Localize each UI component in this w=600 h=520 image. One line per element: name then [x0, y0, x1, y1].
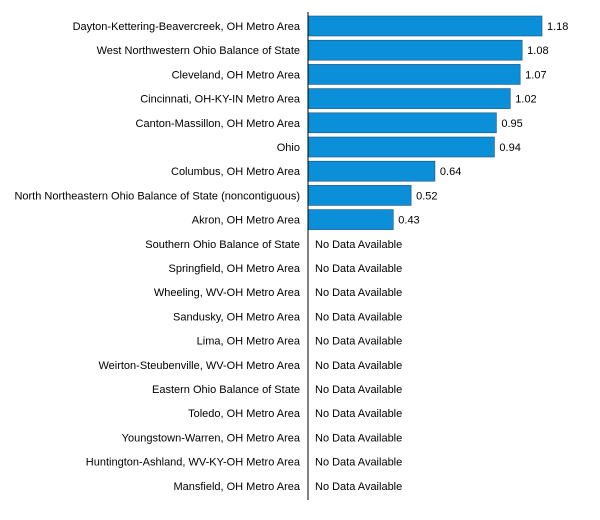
value-label: 1.07	[525, 69, 546, 81]
category-label: Canton-Massillon, OH Metro Area	[136, 118, 301, 130]
category-label: Youngstown-Warren, OH Metro Area	[122, 432, 301, 444]
no-data-label: No Data Available	[315, 336, 402, 348]
category-label: Cincinnati, OH-KY-IN Metro Area	[140, 94, 301, 106]
value-label: 0.64	[440, 166, 461, 178]
bar	[307, 160, 436, 182]
no-data-label: No Data Available	[315, 384, 402, 396]
bar	[307, 88, 511, 109]
no-data-label: No Data Available	[315, 432, 402, 444]
labels-layer: Dayton-Kettering-Beavercreek, OH Metro A…	[14, 21, 568, 493]
no-data-label: No Data Available	[315, 360, 402, 372]
category-label: West Northwestern Ohio Balance of State	[97, 45, 300, 57]
value-label: 1.08	[527, 45, 548, 57]
bar	[307, 39, 523, 61]
bar	[307, 136, 495, 158]
value-label: 0.94	[499, 142, 520, 154]
category-label: Akron, OH Metro Area	[192, 215, 301, 227]
category-label: Wheeling, WV-OH Metro Area	[154, 287, 301, 299]
no-data-label: No Data Available	[315, 481, 402, 493]
bar	[307, 112, 497, 134]
category-label: Mansfield, OH Metro Area	[173, 481, 300, 493]
category-label: Huntington-Ashland, WV-KY-OH Metro Area	[86, 457, 301, 469]
bar	[307, 64, 521, 85]
value-label: 0.95	[501, 118, 522, 130]
category-label: Toledo, OH Metro Area	[188, 408, 301, 420]
value-label: 1.18	[547, 21, 568, 33]
no-data-label: No Data Available	[315, 263, 402, 275]
category-label: Ohio	[277, 142, 300, 154]
category-label: Southern Ohio Balance of State	[145, 239, 300, 251]
bar	[307, 15, 543, 37]
category-label: Lima, OH Metro Area	[197, 336, 301, 348]
value-label: 0.43	[398, 215, 419, 227]
bar	[307, 185, 412, 206]
category-label: Eastern Ohio Balance of State	[152, 384, 300, 396]
value-label: 1.02	[515, 94, 536, 106]
category-label: North Northeastern Ohio Balance of State…	[14, 190, 300, 202]
category-label: Cleveland, OH Metro Area	[172, 69, 301, 81]
no-data-label: No Data Available	[315, 457, 402, 469]
category-label: Sandusky, OH Metro Area	[173, 311, 301, 323]
category-label: Dayton-Kettering-Beavercreek, OH Metro A…	[73, 21, 301, 33]
no-data-label: No Data Available	[315, 239, 402, 251]
no-data-label: No Data Available	[315, 408, 402, 420]
no-data-label: No Data Available	[315, 311, 402, 323]
category-label: Columbus, OH Metro Area	[171, 166, 301, 178]
category-label: Springfield, OH Metro Area	[169, 263, 301, 275]
no-data-label: No Data Available	[315, 287, 402, 299]
bar	[307, 209, 394, 230]
category-label: Weirton-Steubenville, WV-OH Metro Area	[98, 360, 300, 372]
value-label: 0.52	[416, 190, 437, 202]
